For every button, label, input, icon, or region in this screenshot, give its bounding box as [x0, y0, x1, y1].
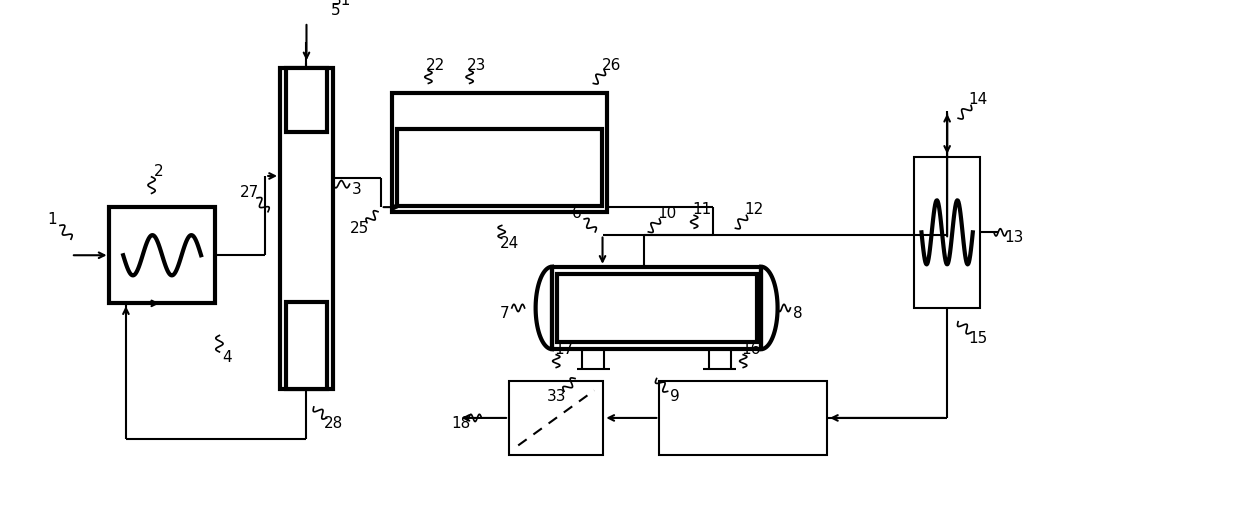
Text: 15: 15 [968, 331, 988, 346]
Bar [510, 381, 604, 454]
Bar [914, 157, 980, 308]
Text: 6: 6 [572, 206, 582, 221]
Text: 3: 3 [352, 182, 362, 197]
Text: 27: 27 [241, 185, 259, 200]
Text: 2: 2 [154, 164, 164, 179]
Bar [392, 92, 608, 212]
Text: 18: 18 [451, 416, 471, 431]
Text: 11: 11 [692, 203, 711, 217]
Bar [286, 68, 326, 132]
Text: 22: 22 [427, 58, 445, 73]
Text: 7: 7 [500, 306, 510, 321]
Text: 14: 14 [968, 92, 988, 108]
Text: 10: 10 [657, 206, 676, 221]
Text: 16: 16 [740, 342, 760, 357]
Text: 31: 31 [331, 0, 351, 9]
Text: 25: 25 [350, 221, 370, 236]
Bar [552, 267, 761, 349]
Bar [280, 68, 334, 389]
Text: 28: 28 [325, 416, 343, 431]
Bar [397, 129, 601, 206]
Text: 8: 8 [792, 306, 802, 321]
Bar [109, 207, 215, 304]
Text: 4: 4 [222, 350, 232, 365]
Text: 12: 12 [744, 203, 764, 217]
Text: 5: 5 [331, 4, 341, 19]
Bar [286, 301, 326, 389]
Text: 13: 13 [1004, 230, 1024, 245]
Text: 24: 24 [500, 236, 518, 251]
Bar [660, 381, 827, 454]
Text: 26: 26 [601, 58, 621, 73]
Text: 9: 9 [670, 389, 680, 405]
Text: 1: 1 [48, 213, 57, 227]
Text: 23: 23 [467, 58, 486, 73]
Text: 33: 33 [547, 389, 567, 405]
Bar [557, 274, 756, 342]
Text: 17: 17 [554, 342, 573, 357]
